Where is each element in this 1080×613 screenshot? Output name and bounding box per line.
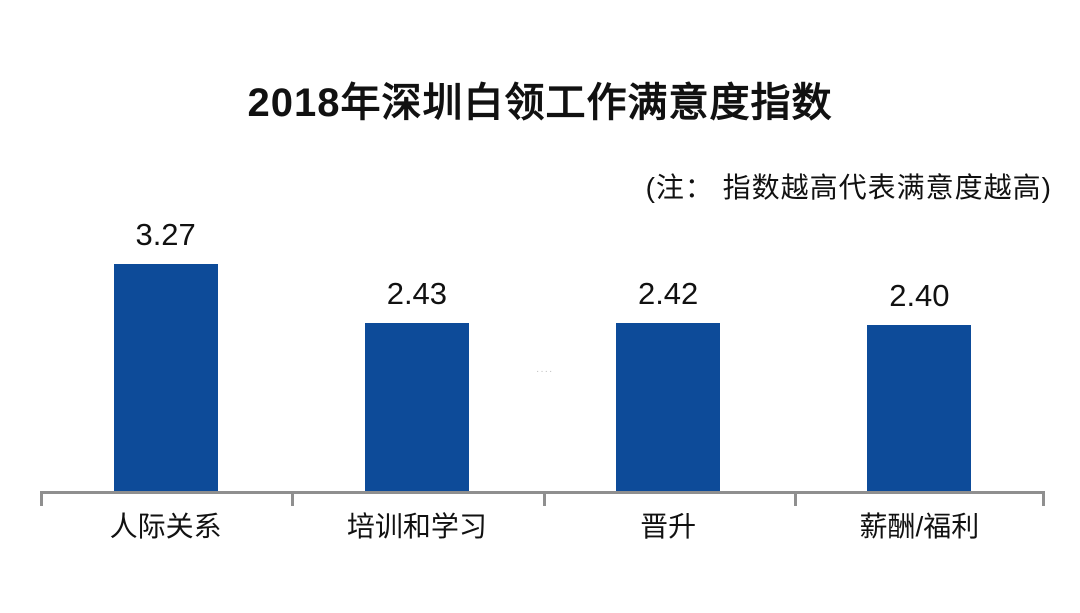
- axis-tick: [542, 491, 546, 506]
- category-label: 晋升: [640, 511, 697, 542]
- plot-area: ···· 3.27 2.43 2.42 2.40: [40, 200, 1045, 506]
- category-labels: 人际关系 培训和学习 晋升 薪酬/福利: [40, 505, 1045, 545]
- bar-value-label: 2.42: [637, 276, 699, 311]
- bar: [867, 325, 972, 491]
- category-label: 薪酬/福利: [859, 511, 980, 542]
- bar: [364, 323, 469, 491]
- watermark-text: ····: [536, 366, 554, 377]
- bar-value-label: 2.43: [386, 276, 448, 311]
- axis-tick: [793, 491, 797, 506]
- bar: [616, 323, 721, 491]
- bar: [113, 264, 218, 491]
- bar-value-label: 2.40: [889, 278, 950, 313]
- chart-note: (注： 指数越高代表满意度越高): [645, 172, 1052, 203]
- category-label: 人际关系: [109, 511, 222, 542]
- axis-tick: [40, 491, 43, 506]
- category-label: 培训和学习: [346, 511, 487, 542]
- axis-tick: [1042, 491, 1045, 506]
- chart-title: 2018年深圳白领工作满意度指数: [247, 81, 833, 125]
- bar-value-label: 3.27: [135, 217, 196, 252]
- axis-tick: [291, 491, 295, 506]
